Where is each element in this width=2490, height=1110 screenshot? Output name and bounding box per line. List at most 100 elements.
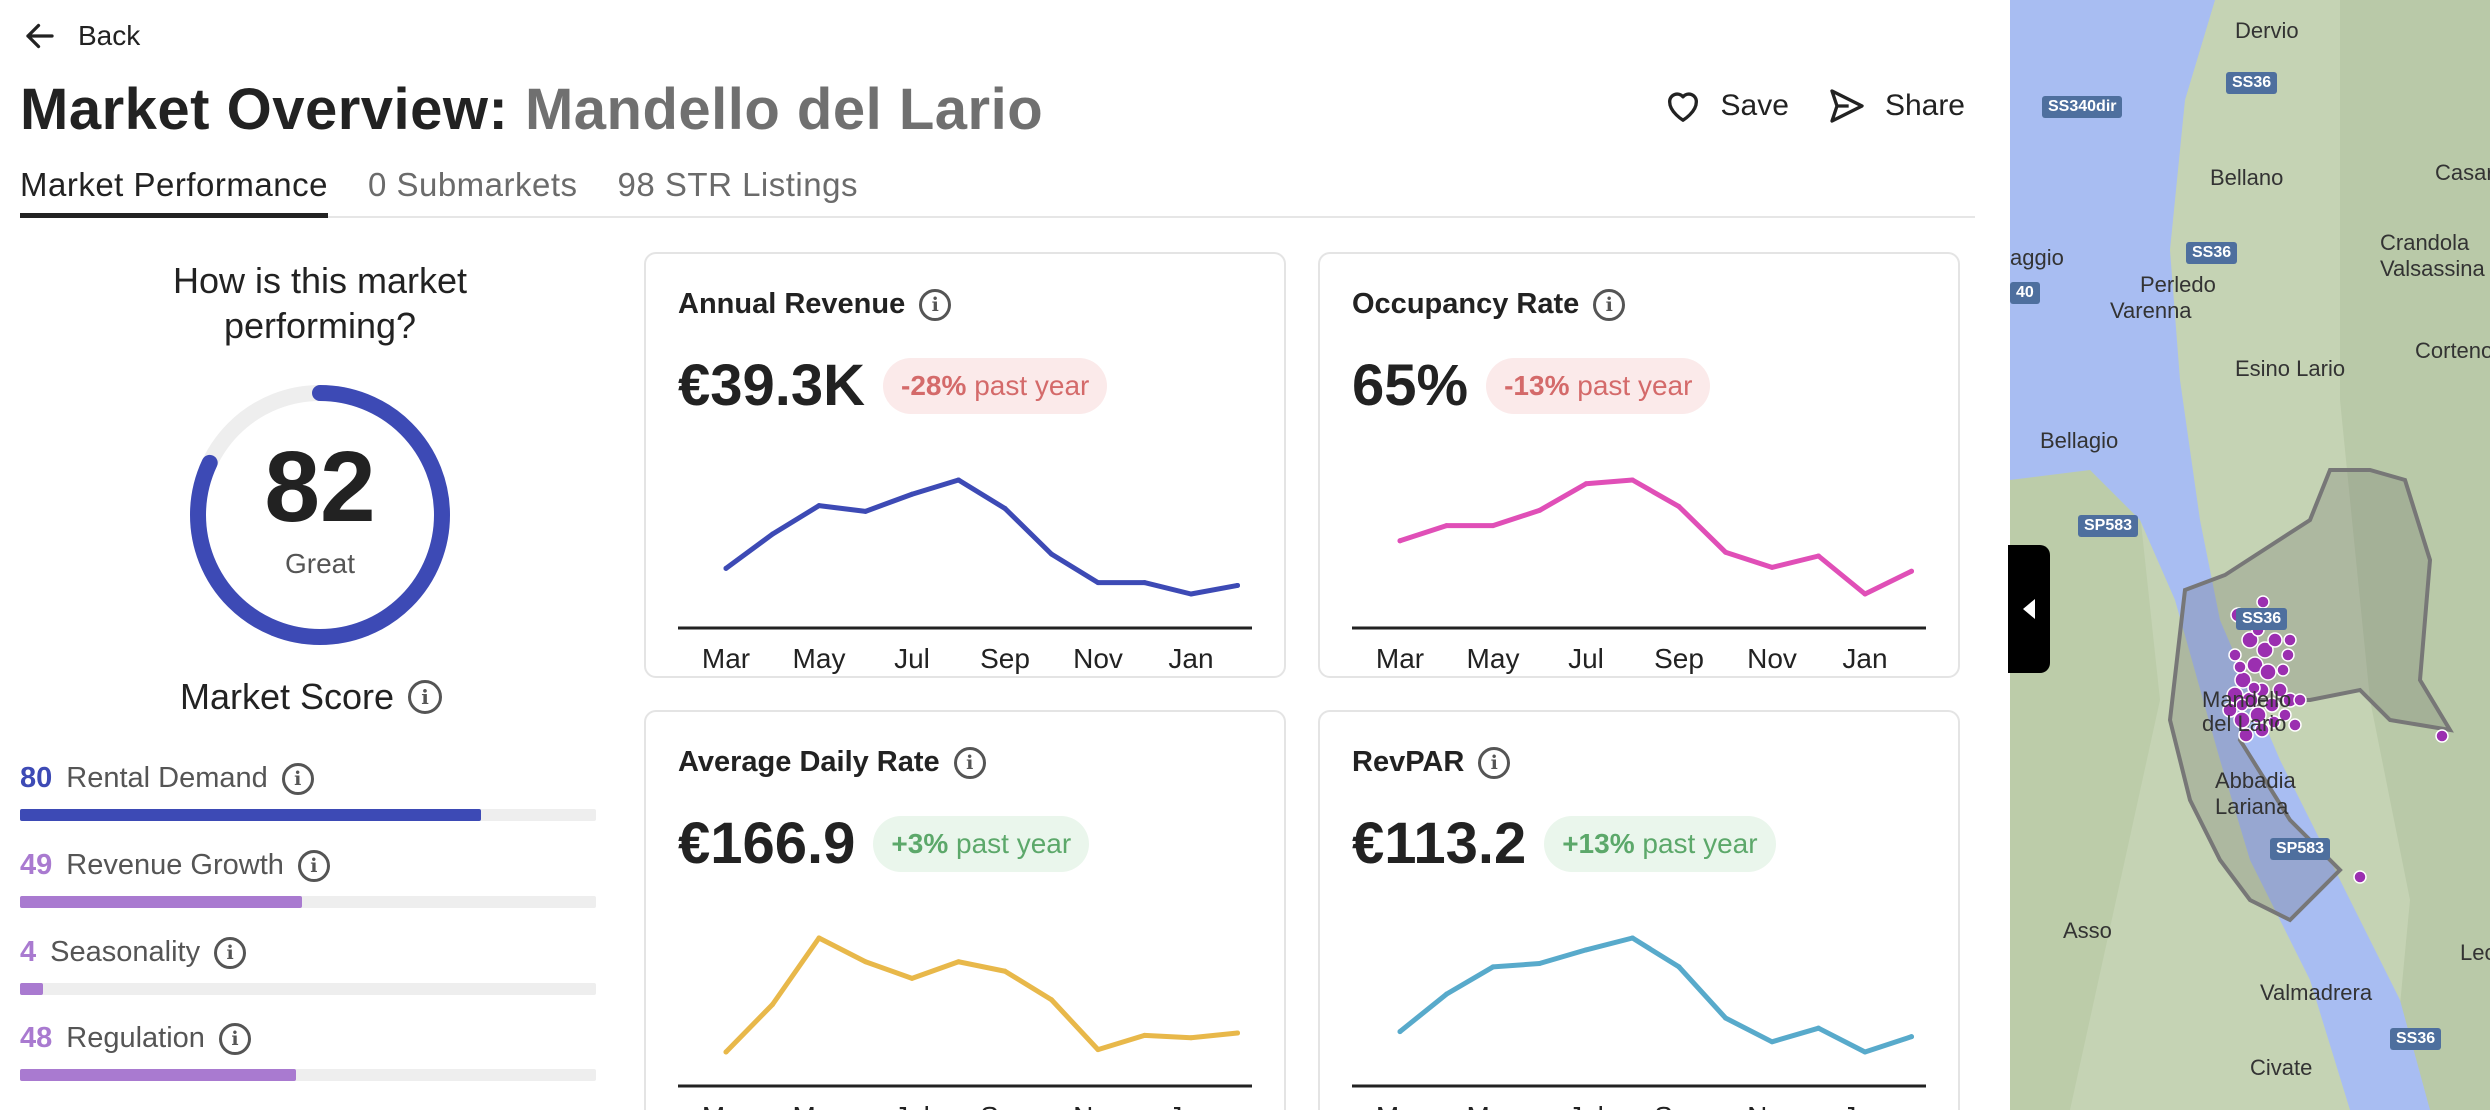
annual-revenue-chart: Mar May Jul Sep Nov Jan bbox=[678, 477, 1252, 674]
average-daily-rate-chart: Mar May Jul Sep Nov Jan bbox=[678, 935, 1252, 1110]
chart-point bbox=[956, 959, 961, 965]
listing-markers bbox=[2222, 595, 2449, 884]
metric-label: Seasonality bbox=[50, 936, 201, 968]
metric-bar-fill bbox=[20, 983, 44, 995]
chart-point bbox=[1095, 580, 1101, 586]
map-place: Civate bbox=[2250, 1055, 2313, 1080]
chevron-left-icon bbox=[2023, 599, 2035, 619]
chart-tick-label: Jul bbox=[1568, 1101, 1604, 1110]
change-suffix: past year bbox=[956, 827, 1072, 859]
market-score-title: Market Score i bbox=[180, 676, 443, 718]
market-score-rating: Great bbox=[284, 548, 356, 579]
chart-point bbox=[1397, 538, 1403, 544]
chart-point bbox=[1188, 591, 1194, 597]
chart-point bbox=[1490, 964, 1496, 970]
map-collapse-toggle[interactable] bbox=[2008, 545, 2050, 673]
info-icon[interactable]: i bbox=[408, 680, 443, 714]
chart-point bbox=[1188, 1035, 1194, 1041]
card-annual-revenue: Annual Revenue i €39.3K -28% past year Ma… bbox=[644, 252, 1286, 678]
chart-point bbox=[1537, 507, 1542, 513]
occupancy-rate-chart: Mar May Jul Sep Nov Jan bbox=[1352, 477, 1926, 674]
chart-point bbox=[1490, 523, 1496, 529]
road-label: SS36 bbox=[2390, 1028, 2442, 1050]
chart-point bbox=[1630, 935, 1635, 941]
change-badge: +3% past year bbox=[873, 815, 1090, 872]
road-label: SS36 bbox=[2226, 72, 2278, 94]
tab-str-listings[interactable]: 98 STR Listings bbox=[617, 166, 858, 203]
map-place: Asso bbox=[2063, 918, 2112, 943]
map-place: Dervio bbox=[2235, 18, 2299, 43]
metric-bar-track bbox=[20, 809, 596, 821]
save-button[interactable]: Save bbox=[1663, 86, 1789, 126]
chart-tick-label: Jan bbox=[1168, 643, 1213, 674]
metric-bar-fill bbox=[20, 896, 303, 908]
change-suffix: past year bbox=[974, 369, 1090, 401]
tab-market-performance[interactable]: Market Performance bbox=[20, 160, 328, 218]
chart-point bbox=[1002, 968, 1008, 974]
metric-bar-track bbox=[20, 896, 596, 908]
map-place: Perledo bbox=[2140, 272, 2216, 297]
info-icon[interactable]: i bbox=[1478, 746, 1511, 779]
save-label: Save bbox=[1720, 89, 1789, 122]
change-badge: -13% past year bbox=[1486, 357, 1711, 414]
chart-point bbox=[816, 503, 822, 509]
chart-point bbox=[1769, 564, 1775, 570]
chart-point bbox=[1583, 947, 1589, 953]
chart-tick-label: Sep bbox=[980, 1101, 1030, 1110]
info-icon[interactable]: i bbox=[297, 849, 330, 882]
chart-tick-label: Sep bbox=[1654, 1101, 1704, 1110]
metric-label: Rental Demand bbox=[66, 762, 268, 794]
metric-bar-fill bbox=[20, 1069, 297, 1081]
metric-bar-track bbox=[20, 1069, 596, 1081]
change-suffix: past year bbox=[1577, 369, 1693, 401]
chart-point bbox=[956, 477, 961, 483]
chart-point bbox=[1049, 551, 1054, 557]
map-place: Crandola Valsassina bbox=[2380, 230, 2485, 281]
chart-series-line bbox=[723, 935, 1240, 1055]
chart-tick-label: Jul bbox=[894, 1101, 930, 1110]
map-place: aggio bbox=[2010, 245, 2064, 270]
chart-point bbox=[1049, 997, 1054, 1003]
market-score-gauge bbox=[190, 385, 450, 645]
card-occupancy-rate: Occupancy Rate i 65% -13% past year Mar Ma… bbox=[1318, 252, 1960, 678]
chart-point bbox=[863, 959, 868, 965]
chart-tick-label: Nov bbox=[1073, 643, 1123, 674]
chart-tick-label: Mar bbox=[702, 1101, 750, 1110]
info-icon[interactable]: i bbox=[281, 762, 314, 795]
card-title: RevPAR bbox=[1352, 746, 1465, 778]
chart-tick-label: Jul bbox=[894, 643, 930, 674]
market-map[interactable]: Dervio Bellano Casarg Crandola Valsassin… bbox=[2010, 0, 2490, 1110]
tab-submarkets[interactable]: 0 Submarkets bbox=[367, 166, 578, 203]
back-button[interactable]: Back bbox=[22, 18, 140, 54]
share-button[interactable]: Share bbox=[1827, 86, 1965, 126]
card-title: Annual Revenue bbox=[678, 288, 906, 320]
info-icon[interactable]: i bbox=[953, 746, 986, 779]
chart-point bbox=[863, 508, 868, 514]
header-actions: Save Share bbox=[1663, 86, 1965, 126]
back-label: Back bbox=[78, 20, 141, 51]
road-label: 40 bbox=[2010, 282, 2040, 304]
metric-revenue-growth: 49 Revenue Growth i bbox=[20, 849, 596, 908]
info-icon[interactable]: i bbox=[214, 936, 247, 969]
chart-point bbox=[723, 565, 729, 571]
chart-tick-label: Sep bbox=[1654, 643, 1704, 674]
chart-point bbox=[1537, 961, 1542, 967]
info-icon[interactable]: i bbox=[919, 288, 952, 321]
metric-seasonality: 4 Seasonality i bbox=[20, 936, 596, 995]
card-average-daily-rate: Average Daily Rate i €166.9 +3% past year… bbox=[644, 710, 1286, 1110]
road-label: SS36 bbox=[2186, 242, 2238, 264]
submarket-boundary bbox=[2167, 468, 2454, 923]
metric-bar-fill bbox=[20, 809, 481, 821]
chart-point bbox=[1002, 506, 1008, 511]
chart-tick-label: May bbox=[793, 643, 846, 674]
send-icon bbox=[1830, 89, 1864, 123]
metric-label: Regulation bbox=[66, 1022, 205, 1054]
map-place: Bellagio bbox=[2040, 428, 2119, 453]
map-terrain bbox=[2010, 0, 2490, 1110]
change-badge: +13% past year bbox=[1544, 815, 1776, 872]
metric-bar-track bbox=[20, 983, 596, 995]
chart-tick-label: Mar bbox=[1376, 1101, 1424, 1110]
info-icon[interactable]: i bbox=[218, 1022, 251, 1055]
info-icon[interactable]: i bbox=[1593, 288, 1626, 321]
chart-point bbox=[909, 975, 915, 981]
